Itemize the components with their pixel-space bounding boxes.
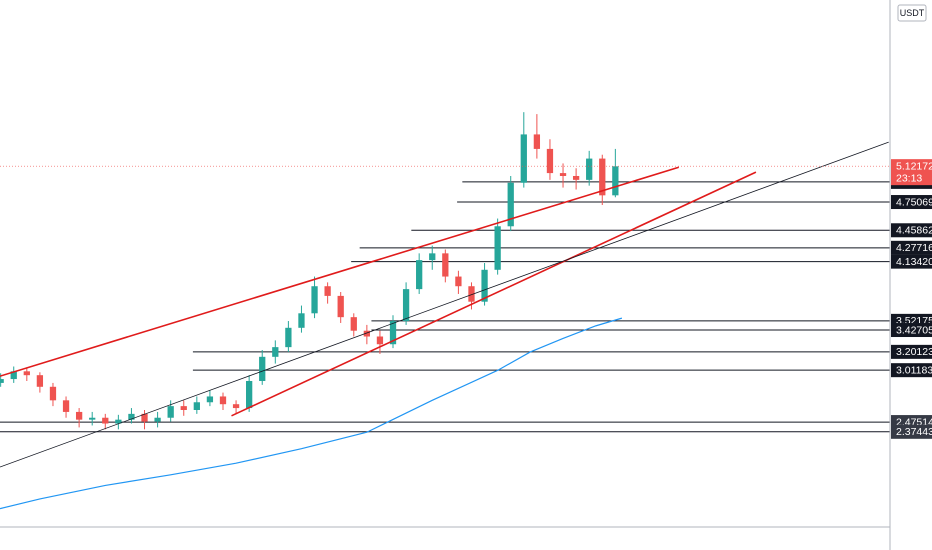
level-label: 3.01183 (896, 364, 932, 376)
level-label-box (891, 323, 932, 338)
level-label-box (891, 223, 932, 238)
last-price-label: 5.12172 (896, 160, 932, 172)
candle-body (455, 276, 462, 287)
candle-body (546, 148, 554, 174)
candle-body (23, 371, 30, 376)
level-label-box (891, 363, 932, 378)
level-label: 3.20123 (896, 346, 932, 358)
candle-body (219, 396, 227, 405)
level-label: 4.75069 (896, 196, 932, 208)
candle-body (0, 379, 4, 383)
candle-body (10, 371, 17, 380)
countdown-label: 23:13 (896, 172, 922, 184)
candle-body (572, 175, 580, 180)
candle-body (612, 166, 619, 196)
candle-body (363, 330, 370, 337)
price-axis (890, 0, 932, 550)
candle-body (586, 158, 593, 180)
candle-body (49, 386, 57, 401)
candle-body (272, 347, 279, 357)
level-label-box (891, 424, 932, 439)
candle-body (154, 417, 161, 422)
level-label: 4.27716 (896, 242, 932, 254)
candle-body (520, 134, 527, 183)
last-price-box (891, 159, 932, 186)
candle-body (442, 253, 449, 277)
candle-body (507, 182, 514, 227)
candle-body (75, 411, 83, 420)
trend-line (0, 166, 680, 377)
candle-body (559, 173, 567, 176)
trend-line (0, 141, 889, 468)
candle-body (232, 404, 240, 409)
candle-body (350, 317, 357, 331)
time-axis (0, 527, 890, 550)
candle-body (311, 286, 318, 314)
candle-body (89, 417, 96, 420)
candle-body (376, 336, 384, 345)
candle-body (128, 413, 135, 420)
candle-body (167, 406, 174, 418)
level-label-box (891, 195, 932, 210)
candle-body (285, 327, 292, 348)
moving-average (0, 317, 623, 510)
level-label-box (891, 344, 932, 359)
candle-body (206, 396, 214, 403)
candle-body (259, 356, 266, 381)
candle-body (62, 400, 70, 412)
level-label: 2.37443 (896, 426, 932, 438)
candle-body (102, 417, 109, 424)
candle-body (115, 419, 122, 424)
currency-label: USDT (900, 8, 925, 18)
candle-body (193, 402, 200, 410)
level-label-box (891, 240, 932, 255)
level-label: 4.13420 (896, 256, 932, 268)
candle-body (494, 226, 501, 270)
candle-body (533, 134, 541, 149)
candle-body (141, 413, 148, 422)
candle-body (246, 380, 253, 409)
candle-body (468, 286, 475, 302)
candle-body (429, 253, 436, 261)
candle-body (36, 375, 44, 387)
level-label-box (891, 254, 932, 269)
level-label: 4.45862 (896, 225, 932, 237)
candle-body (416, 260, 423, 290)
candle-body (402, 289, 410, 322)
level-label: 3.42705 (896, 324, 932, 336)
candle-body (337, 295, 344, 318)
candle-body (180, 406, 187, 410)
candle-body (324, 286, 331, 296)
currency-box (897, 4, 927, 22)
trend-line (231, 171, 757, 417)
candle-body (599, 158, 606, 196)
candle-body (389, 321, 397, 345)
candle-body (298, 313, 305, 328)
candle-body (481, 269, 488, 302)
